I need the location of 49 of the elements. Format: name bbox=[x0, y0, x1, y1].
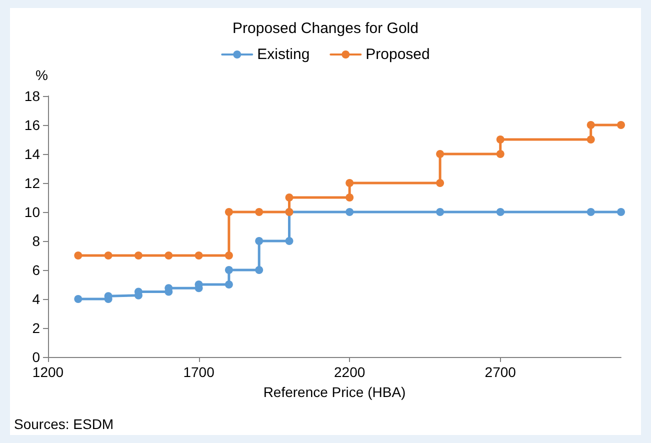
point bbox=[586, 208, 595, 216]
point bbox=[285, 237, 294, 245]
y-tick-label: 4 bbox=[32, 291, 40, 307]
legend-label: Existing bbox=[257, 46, 310, 63]
y-tick-label: 8 bbox=[32, 233, 40, 249]
point bbox=[586, 121, 595, 129]
point bbox=[285, 194, 294, 202]
y-tick-label: 0 bbox=[32, 349, 40, 365]
point bbox=[134, 252, 142, 260]
x-axis-title: Reference Price (HBA) bbox=[263, 384, 406, 400]
x-tick-label: 1200 bbox=[32, 364, 64, 380]
point bbox=[496, 136, 504, 144]
point bbox=[586, 136, 595, 144]
y-tick-label: 6 bbox=[32, 262, 40, 278]
point bbox=[255, 208, 264, 216]
point bbox=[74, 252, 82, 260]
y-axis-title: % bbox=[36, 67, 48, 83]
point bbox=[436, 208, 444, 216]
y-tick-label: 2 bbox=[32, 320, 40, 336]
point bbox=[104, 252, 112, 260]
y-tick-label: 16 bbox=[24, 117, 40, 133]
point bbox=[224, 266, 233, 274]
source-note: Sources: ESDM bbox=[14, 416, 114, 432]
point bbox=[346, 208, 354, 216]
point bbox=[617, 121, 625, 129]
point bbox=[346, 194, 354, 202]
point bbox=[496, 150, 504, 158]
x-tick-label: 1700 bbox=[183, 364, 215, 380]
point bbox=[436, 179, 444, 187]
chart-title: Proposed Changes for Gold bbox=[232, 20, 418, 37]
point bbox=[255, 266, 264, 274]
point bbox=[496, 208, 504, 216]
point bbox=[617, 208, 625, 216]
point bbox=[346, 179, 354, 187]
point bbox=[74, 295, 82, 303]
point bbox=[164, 252, 173, 260]
point bbox=[194, 252, 203, 260]
legend-label: Proposed bbox=[366, 46, 430, 63]
point bbox=[224, 280, 233, 288]
y-tick-label: 14 bbox=[24, 146, 40, 162]
y-tick-label: 18 bbox=[24, 88, 40, 104]
point bbox=[224, 208, 233, 216]
y-tick-label: 12 bbox=[24, 175, 40, 191]
x-tick-label: 2200 bbox=[334, 364, 366, 380]
point bbox=[224, 252, 233, 260]
x-tick-label: 2700 bbox=[484, 364, 516, 380]
point bbox=[436, 150, 444, 158]
point bbox=[255, 237, 264, 245]
y-tick-label: 10 bbox=[24, 204, 40, 220]
